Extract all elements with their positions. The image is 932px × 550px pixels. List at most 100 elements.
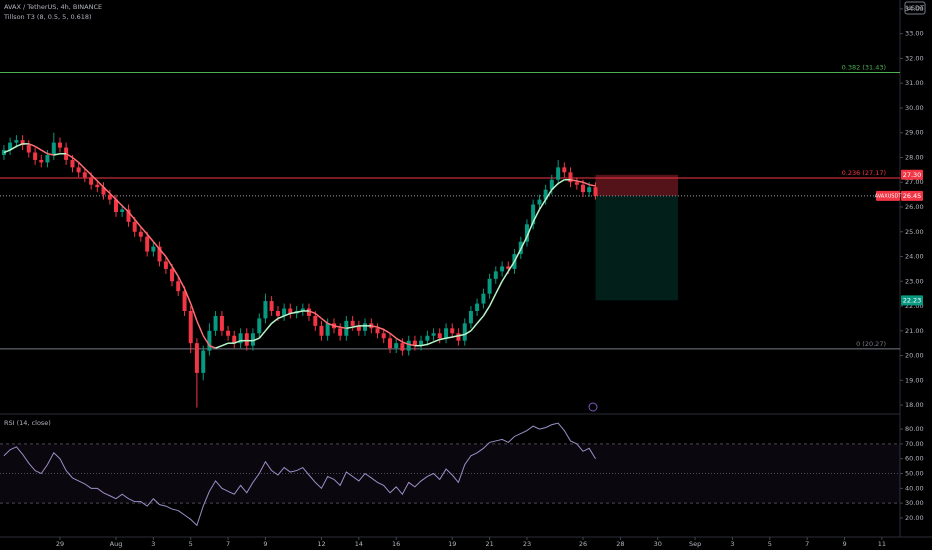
tillson-line [296,310,303,313]
candle-body [431,333,436,336]
tillson-line [538,199,547,210]
tillson-line [445,336,453,339]
tillson-line [65,153,73,159]
level-label: 0.382 (31.43) [842,64,886,72]
tillson-line [9,145,17,151]
candle-body [288,308,293,314]
candle-body [207,330,212,351]
candle-body [381,333,386,339]
candle-body [1,150,6,155]
candle-body [89,177,94,185]
x-tick-label: 19 [448,540,456,548]
candle-body [300,308,305,311]
x-tick-label: 5 [768,540,772,548]
chart-title: AVAX / TetherUS, 4h, BINANCE [4,3,102,11]
tillson-line [501,270,509,282]
tillson-line [526,221,534,237]
event-marker [588,402,598,412]
candle-body [481,293,486,304]
x-tick-label: 16 [392,540,400,548]
candle-body [114,199,119,212]
tillson-line [84,168,92,176]
tillson-line [3,149,11,154]
candle-body [425,335,430,341]
candle-body [556,167,561,180]
candle-body [419,340,424,346]
symbol-box [876,190,900,201]
tillson-line [352,325,359,328]
rsi-y-tick-label: 70.00 [905,440,924,448]
x-tick-label: Sep [689,540,701,548]
candle-body [163,261,168,269]
stop-label: 27.30 [903,171,922,179]
candle-body [101,187,106,195]
tillson-line [464,330,472,336]
tillson-line [395,337,403,343]
candle-body [201,350,206,373]
tillson-line [557,179,565,185]
currency: USDT [906,4,924,12]
candle-body [537,199,542,205]
candle-body [549,179,554,190]
tillson-line [109,192,117,201]
tillson-line [121,205,130,213]
y-tick-label: 18.00 [905,401,924,409]
candle-body [145,236,150,252]
tillson-line [215,344,223,349]
tillson-line [283,312,291,317]
tillson-line [271,317,279,324]
tillson-line [513,248,522,262]
x-tick-label: 21 [485,540,493,548]
candle-body [375,328,380,334]
y-tick-label: 28.00 [905,153,924,161]
tillson-line [321,317,329,324]
candle-body [493,271,498,279]
candle-body [562,167,567,173]
rsi-y-tick-label: 50.00 [905,470,924,478]
candle-body [437,333,442,339]
candle-body [462,323,467,341]
candle-body [543,189,548,200]
candle-body [350,320,355,326]
tillson-line [258,330,267,339]
candle-body [151,246,156,252]
tillson-line [377,326,384,331]
rsi-y-tick-label: 30.00 [905,499,924,507]
candle-body [394,343,399,349]
candle-body [213,315,218,331]
rsi-y-tick-label: 20.00 [905,514,924,522]
tillson-line [233,340,241,344]
candle-body [14,140,19,143]
rsi-line [3,422,596,527]
candle-body [70,159,75,168]
y-tick-label: 26.00 [905,203,924,211]
candle-body [475,303,480,311]
candle-body [45,154,50,163]
x-tick-label: 7 [226,540,230,548]
rsi-y-tick-label: 80.00 [905,425,924,433]
candle-body [20,140,25,146]
tillson-line [346,326,353,330]
tillson-line [90,174,98,182]
tillson-line [333,325,341,328]
tillson-line [264,322,273,332]
candle-body [269,301,274,311]
tillson-line [589,183,596,187]
candle-body [51,142,56,155]
candle-body [313,315,318,326]
y-tick-label: 19.00 [905,376,924,384]
tillson-line [152,241,161,250]
tillson-line [476,315,485,324]
candle-body [356,325,361,331]
candle-body [587,187,592,193]
tillson-line [53,153,61,156]
candle-body [107,194,112,200]
target-label: 22.23 [903,296,922,304]
candle-body [388,338,393,349]
y-tick-label: 32.00 [905,54,924,62]
tillson-line [458,333,465,337]
candle-body [456,333,461,341]
y-tick-label: 23.00 [905,277,924,285]
